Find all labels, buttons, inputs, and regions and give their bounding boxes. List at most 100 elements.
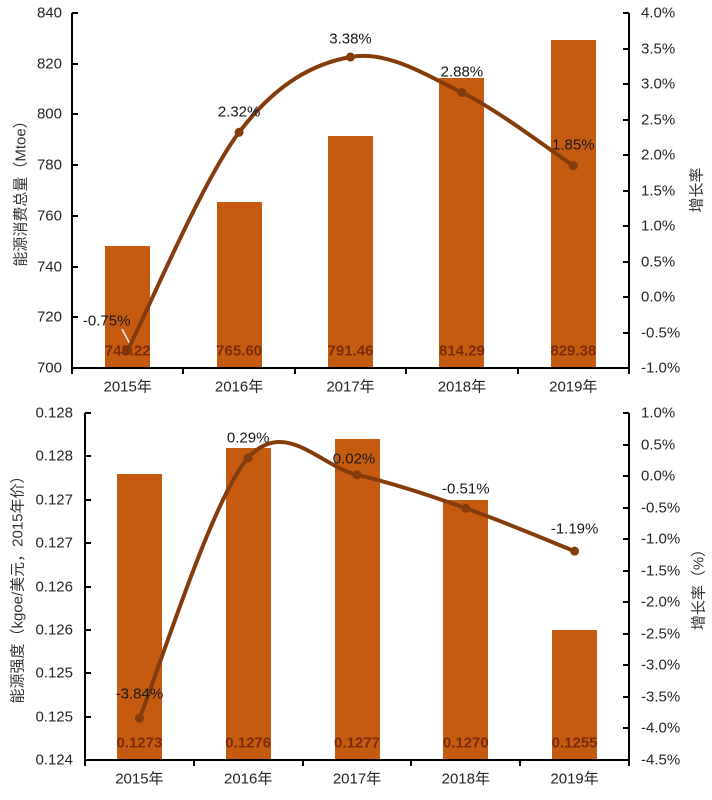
left-tick-mark (72, 265, 78, 268)
bar-value-label: 0.1276 (225, 734, 272, 752)
right-tick-mark (623, 664, 629, 667)
line-point-marker (570, 546, 580, 556)
line-point-label: 2.88% (440, 63, 484, 81)
right-tick-mark (623, 475, 629, 478)
right-tick-mark (623, 225, 629, 227)
left-axis-tick-label: 700 (36, 359, 62, 377)
x-tick-mark (293, 369, 296, 374)
bar (225, 447, 271, 760)
x-axis-category-label: 2016年 (214, 378, 264, 396)
bar-value-label: 0.1270 (442, 734, 489, 752)
right-tick-mark (623, 727, 629, 730)
left-axis-tick-label: 0.127 (35, 534, 73, 552)
bar-value-label: 814.29 (438, 342, 485, 360)
left-tick-mark (72, 367, 78, 369)
right-axis-tick-label: -3.5% (641, 688, 681, 706)
right-tick-mark (623, 118, 629, 121)
x-tick-mark (519, 761, 522, 766)
right-axis-tick-label: 1.0% (641, 217, 676, 235)
left-tick-mark (85, 498, 91, 501)
x-axis-line (71, 367, 630, 369)
bar (443, 499, 489, 760)
line-point-label: -0.75% (82, 312, 131, 330)
right-axis-line (628, 13, 630, 370)
right-tick-mark (623, 443, 629, 446)
left-tick-mark (85, 715, 91, 718)
x-tick-mark (628, 369, 630, 374)
right-axis-line (628, 413, 630, 762)
bar-value-label: 0.1277 (334, 734, 380, 752)
right-axis-tick-label: -1.0% (641, 530, 681, 548)
x-tick-mark (71, 369, 73, 374)
left-tick-mark (85, 628, 91, 631)
right-tick-mark (623, 759, 629, 761)
right-tick-mark (623, 154, 629, 156)
left-axis-tick-label: 740 (36, 258, 62, 276)
x-tick-mark (301, 761, 304, 766)
left-axis-tick-label: 720 (36, 308, 62, 326)
right-tick-mark (623, 632, 629, 635)
right-tick-mark (623, 367, 629, 369)
x-axis-category-label: 2018年 (437, 378, 487, 396)
left-axis-tick-label: 0.124 (35, 751, 73, 769)
x-tick-mark (192, 761, 195, 766)
right-axis-tick-label: 0.5% (641, 253, 676, 270)
right-axis-tick-label: 3.0% (641, 75, 676, 93)
left-tick-mark (72, 113, 78, 116)
right-axis-tick-label: 4.0% (641, 4, 676, 22)
bar (334, 439, 380, 760)
bar (116, 473, 162, 760)
x-axis-category-label: 2015年 (103, 378, 152, 396)
left-axis-tick-label: 0.128 (35, 404, 73, 422)
left-tick-mark (72, 62, 78, 65)
right-tick-mark (623, 695, 629, 698)
right-axis-tick-label: 3.5% (641, 40, 676, 57)
left-tick-mark (85, 542, 91, 545)
line-point-label: -1.19% (550, 520, 599, 538)
x-axis-category-label: 2019年 (549, 378, 598, 396)
x-axis-line (84, 759, 630, 761)
left-axis-line (84, 413, 86, 762)
right-tick-mark (623, 412, 629, 414)
line-point-label: -3.84% (115, 685, 164, 703)
right-axis-tick-label: -1.5% (641, 562, 681, 580)
line-point-label: 2.32% (217, 103, 261, 121)
x-axis-category-label: 2017年 (332, 770, 382, 788)
x-tick-mark (182, 369, 185, 374)
left-tick-mark (72, 164, 78, 167)
bar-value-label: 0.1255 (551, 734, 598, 752)
line-point-label: 3.38% (329, 30, 372, 48)
line-point-label: 0.02% (332, 450, 376, 468)
right-axis-tick-label: -3.0% (641, 656, 681, 674)
x-axis-category-label: 2019年 (550, 770, 599, 788)
right-tick-mark (623, 506, 629, 509)
x-axis-category-label: 2015年 (115, 770, 164, 788)
right-axis-tick-label: 0.0% (641, 288, 676, 306)
bar-value-label: 791.46 (327, 342, 374, 360)
left-tick-mark (85, 585, 91, 588)
left-axis-tick-label: 760 (36, 207, 62, 225)
right-axis-tick-label: -1.0% (641, 359, 681, 377)
left-tick-mark (72, 316, 78, 319)
left-axis-tick-label: 0.126 (35, 621, 73, 639)
right-axis-tick-label: 1.0% (641, 404, 676, 422)
left-tick-mark (85, 672, 91, 675)
right-axis-tick-label: -0.5% (641, 324, 681, 341)
bar-value-label: 765.60 (216, 342, 263, 360)
left-axis-tick-label: 0.126 (35, 578, 73, 595)
x-tick-mark (84, 761, 86, 766)
right-axis-tick-label: 2.0% (641, 146, 676, 164)
right-tick-mark (623, 189, 629, 192)
left-axis-tick-label: 0.125 (35, 664, 73, 682)
left-axis-tick-label: 820 (36, 55, 62, 73)
right-axis-tick-label: -2.5% (641, 625, 681, 643)
left-tick-mark (85, 759, 91, 761)
left-axis-tick-label: 0.127 (35, 491, 73, 509)
left-axis-title: 能源强度（kgoe/美元，2015年价） (9, 468, 27, 704)
bar-value-label: 829.38 (550, 342, 597, 360)
right-tick-mark (623, 296, 629, 298)
right-axis-tick-label: 0.0% (641, 467, 676, 485)
right-axis-tick-label: -0.5% (641, 499, 681, 517)
right-axis-title: 增长率（%） (690, 541, 708, 631)
